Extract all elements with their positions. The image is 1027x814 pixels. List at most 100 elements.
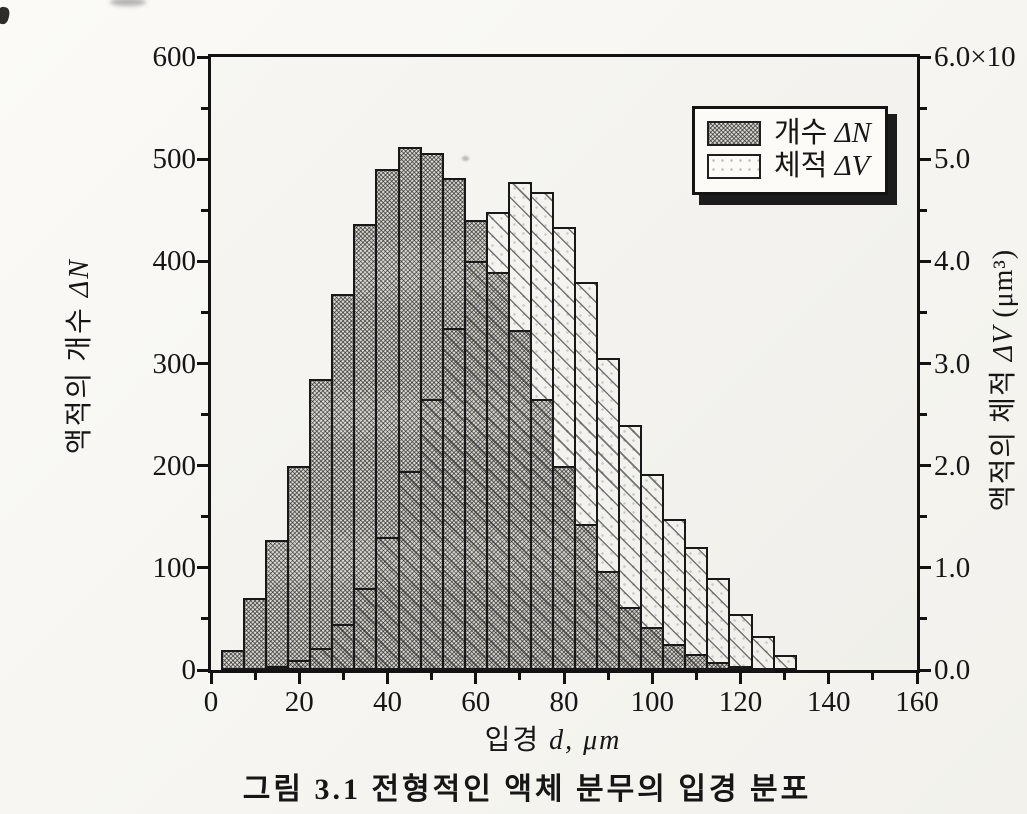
bar-volume-dV (574, 281, 599, 670)
y-left-tick-label: 400 (152, 245, 197, 278)
y-left-minor-tick (201, 617, 208, 621)
bar-volume-dV (353, 588, 378, 670)
x-major-tick (915, 673, 919, 684)
y-right-tick-label: 6.0×10 (934, 41, 1016, 73)
y-left-minor-tick (201, 515, 208, 519)
x-minor-tick (606, 673, 610, 680)
y-right-minor-tick (920, 515, 927, 519)
y-left-major-tick (197, 259, 208, 263)
bar-volume-dV (485, 212, 510, 670)
y-left-minor-tick (201, 413, 208, 417)
bar-volume-dV (772, 654, 797, 670)
y-left-tick-label: 100 (152, 551, 197, 584)
legend-item-count: 개수 ΔN (707, 117, 871, 150)
bar-volume-dV (662, 518, 687, 670)
y-right-major-tick (920, 668, 931, 672)
x-major-tick (562, 673, 566, 684)
legend-label-volume: 체적 ΔV (774, 152, 869, 181)
y-left-tick-label: 600 (152, 41, 197, 73)
bar-volume-dV (750, 636, 775, 670)
y-right-minor-tick (920, 413, 927, 417)
legend-label-count: 개수 ΔN (774, 119, 871, 148)
bar-volume-dV (441, 327, 466, 670)
y-right-tick-label: 4.0 (934, 245, 971, 278)
bar-count-dN (331, 294, 356, 670)
bar-volume-dV (331, 624, 356, 670)
x-tick-label: 0 (203, 686, 219, 718)
y-left-axis-label-korean: 액적의 개수 (64, 306, 95, 454)
y-left-major-tick (197, 55, 208, 59)
y-left-major-tick (197, 157, 208, 161)
y-left-tick-label: 300 (152, 347, 197, 380)
y-right-minor-tick (920, 208, 927, 212)
y-right-major-tick (920, 362, 931, 365)
x-tick-label: 160 (895, 686, 939, 718)
x-axis-title: 입경 d, μm (485, 718, 622, 758)
x-major-tick (297, 673, 301, 684)
bar-volume-dV (618, 424, 643, 670)
y-left-major-tick (197, 464, 208, 468)
y-right-axis-unit: (μm³) (988, 248, 1019, 318)
y-right-axis-symbol: ΔV (988, 325, 1019, 362)
legend: 개수 ΔN 체적 ΔV (692, 106, 888, 195)
bar-count-dN (287, 465, 312, 670)
plot-area (208, 54, 920, 673)
legend-label-volume-korean: 체적 (774, 150, 828, 182)
y-right-major-tick (920, 259, 931, 263)
bar-volume-dV (596, 358, 621, 670)
legend-label-count-korean: 개수 (774, 117, 828, 149)
y-right-tick-label: 2.0 (934, 449, 971, 482)
bar-volume-dV (640, 473, 665, 670)
x-tick-label: 120 (718, 686, 763, 718)
y-left-minor-tick (201, 106, 208, 110)
x-major-tick (739, 673, 742, 684)
x-tick-label: 80 (549, 686, 579, 718)
y-right-major-tick (920, 157, 931, 161)
y-right-major-tick (920, 464, 931, 468)
bar-volume-dV (375, 537, 400, 670)
x-axis-symbol: d, (549, 725, 575, 756)
y-right-axis-title: 액적의 체적 ΔV (μm³) (981, 249, 1021, 511)
y-right-tick-label: 0.0 (934, 654, 971, 686)
y-right-minor-tick (920, 617, 927, 621)
y-left-major-tick (197, 362, 208, 365)
legend-swatch-count-pattern (707, 121, 761, 146)
bar-count-dN (309, 378, 334, 670)
bar-count-dN (265, 540, 290, 670)
bar-volume-dV (419, 399, 444, 670)
scan-smudge-artifact (0, 5, 11, 26)
y-right-major-tick (920, 566, 931, 570)
y-left-tick-label: 500 (152, 143, 197, 176)
y-right-minor-tick (920, 310, 927, 314)
x-minor-tick (694, 673, 698, 680)
x-tick-label: 40 (373, 686, 402, 718)
x-minor-tick (518, 673, 522, 680)
scan-speck-artifact (462, 156, 469, 161)
y-left-axis-symbol: ΔN (64, 258, 95, 298)
bar-count-dN (221, 649, 246, 670)
y-left-minor-tick (201, 208, 208, 212)
scan-smudge-artifact (110, 0, 146, 6)
x-minor-tick (430, 673, 434, 680)
bar-volume-dV (706, 578, 731, 670)
x-major-tick (209, 673, 213, 684)
y-left-major-tick (197, 668, 208, 672)
bar-volume-dV (265, 665, 290, 670)
bar-count-dN (353, 223, 378, 670)
x-axis-unit: μm (583, 725, 622, 756)
x-minor-tick (871, 673, 875, 680)
legend-label-volume-symbol: ΔV (834, 150, 870, 182)
y-right-tick-label: 1.0 (934, 551, 971, 584)
x-major-tick (827, 673, 831, 684)
legend-swatch-volume-pattern (707, 154, 761, 179)
x-minor-tick (783, 673, 787, 680)
bar-volume-dV (507, 181, 532, 670)
legend-label-count-symbol: ΔN (834, 117, 871, 149)
y-right-axis-label-korean: 액적의 체적 (988, 369, 1019, 512)
bar-volume-dV (728, 613, 753, 670)
x-major-tick (474, 673, 478, 684)
y-left-tick-label: 0 (181, 654, 197, 686)
y-left-axis-title: 액적의 개수 ΔN (57, 258, 97, 454)
y-right-major-tick (920, 55, 931, 59)
bar-volume-dV (551, 226, 577, 670)
